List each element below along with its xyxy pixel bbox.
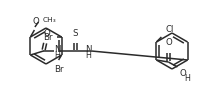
Text: O: O [43, 29, 50, 38]
Text: S: S [73, 29, 78, 37]
Text: N: N [54, 45, 61, 54]
Text: O: O [165, 38, 172, 47]
Text: Br: Br [43, 33, 53, 42]
Text: CH₃: CH₃ [42, 17, 56, 23]
Text: H: H [54, 50, 60, 60]
Text: Br: Br [54, 64, 63, 74]
Text: Cl: Cl [165, 25, 174, 34]
Text: O: O [180, 69, 186, 78]
Text: O: O [32, 16, 39, 26]
Text: H: H [184, 74, 190, 83]
Text: H: H [85, 50, 91, 60]
Text: N: N [85, 45, 92, 54]
